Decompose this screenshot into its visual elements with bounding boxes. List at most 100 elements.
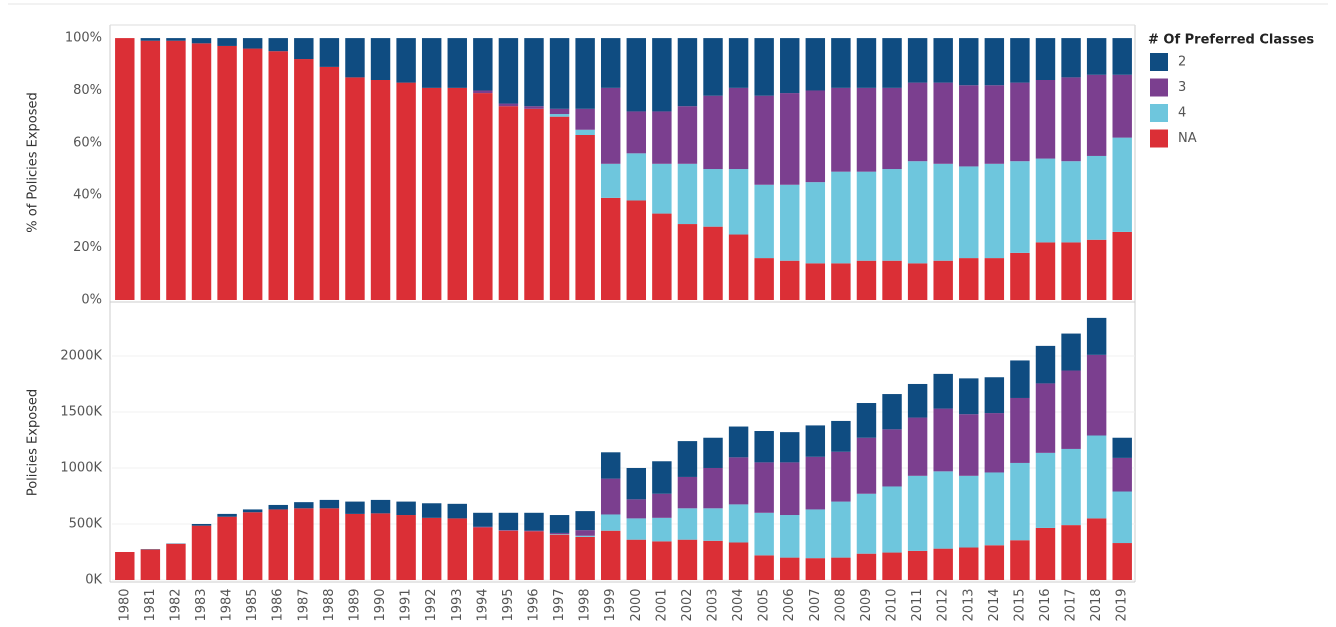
bar-segment: [831, 263, 851, 300]
bar-segment: [1086, 74, 1107, 156]
bar-segment: [473, 38, 493, 91]
bar-segment: [805, 456, 826, 510]
legend-swatch: [1150, 104, 1168, 122]
bar-segment: [882, 87, 902, 170]
bar-segment: [1061, 448, 1081, 526]
bar-segment: [421, 517, 442, 580]
bar-segment: [1112, 231, 1132, 300]
bar-segment: [549, 515, 570, 533]
x-tick-label: 2001: [654, 588, 669, 621]
x-tick-label: 1981: [143, 588, 158, 621]
bar-segment: [856, 403, 877, 438]
x-tick-label: 1997: [552, 588, 567, 621]
bar-segment: [549, 534, 570, 535]
bar-segment: [780, 462, 800, 516]
bar-segment: [882, 394, 902, 430]
bar-segment: [907, 82, 928, 162]
bar-segment: [626, 467, 647, 500]
bar-segment: [831, 38, 851, 88]
bar-segment: [498, 530, 519, 531]
bar-segment: [370, 513, 391, 580]
bar-segment: [856, 87, 877, 172]
bar-segment: [1035, 383, 1056, 453]
bar-segment: [677, 441, 698, 477]
x-tick-label: 2012: [936, 588, 951, 621]
bar-segment: [549, 38, 570, 109]
bar-segment: [345, 38, 365, 78]
bar-segment: [140, 40, 161, 300]
bar-segment: [831, 557, 851, 580]
bar-segment: [575, 129, 595, 135]
bar-segment: [600, 38, 621, 88]
bar-segment: [294, 59, 314, 300]
legend-swatch: [1150, 78, 1168, 97]
bar-segment: [754, 462, 774, 513]
bar-segment: [805, 90, 826, 183]
bar-segment: [626, 153, 647, 201]
bar-segment: [933, 373, 953, 409]
bar-segment: [1035, 80, 1056, 159]
bar-segment: [549, 532, 570, 535]
bar-segment: [626, 200, 647, 300]
bar-segment: [959, 378, 979, 415]
bar-segment: [524, 38, 544, 107]
bar-segment: [677, 539, 698, 580]
x-tick-label: 2002: [680, 588, 695, 621]
bar-segment: [652, 493, 672, 518]
bar-segment: [984, 38, 1005, 86]
bar-segment: [473, 90, 493, 94]
bar-segment: [498, 512, 519, 531]
bar-segment: [294, 38, 314, 60]
bar-segment: [907, 550, 928, 580]
y-tick-label: 2000K: [60, 348, 102, 363]
y-axis-title: Policies Exposed: [26, 389, 41, 496]
bar-segment: [933, 548, 953, 580]
bar-segment: [1061, 370, 1081, 449]
bar-segment: [600, 197, 621, 300]
bar-segment: [882, 552, 902, 580]
bar-segment: [1061, 333, 1081, 371]
x-tick-label: 2005: [757, 588, 772, 621]
bar-segment: [1035, 527, 1056, 580]
bar-segment: [498, 103, 519, 107]
bar-segment: [345, 513, 365, 580]
bar-segment: [1086, 155, 1107, 240]
bar-segment: [1112, 38, 1132, 75]
bar-segment: [626, 38, 647, 112]
legend-title: # Of Preferred Classes: [1148, 33, 1314, 48]
bar-segment: [473, 526, 493, 528]
bar-segment: [575, 108, 595, 130]
bar-segment: [933, 82, 953, 164]
bar-segment: [652, 517, 672, 542]
x-tick-label: 2019: [1115, 588, 1130, 621]
bar-segment: [959, 547, 979, 580]
bar-segment: [652, 38, 672, 112]
x-tick-label: 1990: [373, 588, 388, 621]
bar-segment: [1010, 161, 1030, 253]
bar-segment: [754, 431, 774, 463]
bar-segment: [626, 518, 647, 540]
bar-segment: [780, 184, 800, 261]
x-tick-label: 1986: [271, 588, 286, 621]
bar-segment: [166, 40, 186, 300]
bar-segment: [984, 85, 1005, 164]
bar-segment: [780, 38, 800, 94]
bar-segment: [728, 504, 749, 543]
bar-segment: [575, 536, 595, 580]
bar-segment: [856, 553, 877, 580]
bar-segment: [217, 45, 237, 301]
bar-segment: [882, 169, 902, 261]
bar-segment: [907, 38, 928, 83]
y-tick-label: 1500K: [60, 404, 102, 419]
bar-segment: [652, 163, 672, 214]
bar-segment: [626, 111, 647, 154]
bar-segment: [959, 85, 979, 167]
bar-segment: [115, 38, 135, 300]
bar-segment: [498, 530, 519, 580]
y-tick-label: 0K: [85, 573, 102, 588]
bar-segment: [524, 531, 544, 580]
x-tick-label: 1983: [194, 588, 209, 621]
bar-segment: [498, 106, 519, 300]
bar-segment: [1010, 252, 1030, 300]
x-tick-label: 1991: [399, 588, 414, 621]
